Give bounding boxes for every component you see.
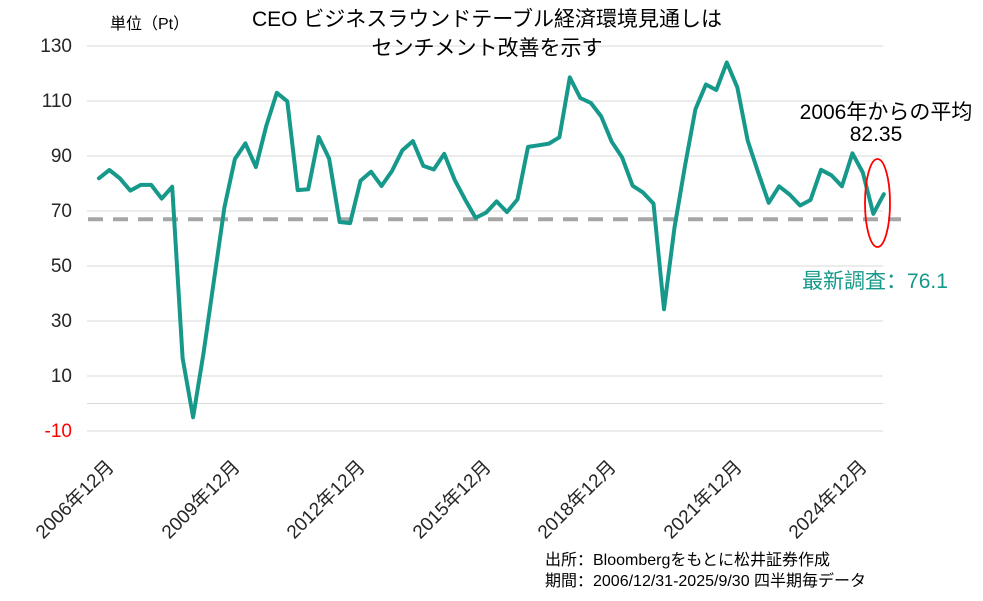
y-axis-tick-label: 30 — [50, 310, 72, 332]
y-axis-tick-label: 70 — [50, 200, 72, 222]
average-annotation-value: 82.35 — [849, 123, 903, 146]
latest-survey-annotation: 最新調査：76.1 — [802, 270, 948, 293]
y-axis-tick-label: 130 — [40, 35, 72, 57]
chart-title-line1: CEO ビジネスラウンドテーブル経済環境見通しは — [251, 8, 723, 31]
source-line1: 出所：Bloombergをもとに松井証券作成 — [545, 552, 831, 569]
y-axis-tick-label: 110 — [41, 90, 72, 112]
y-axis-tick-label: 10 — [50, 365, 72, 387]
y-axis-tick-label: -10 — [44, 420, 72, 442]
latest-highlight-ellipse — [864, 158, 891, 248]
average-annotation-label: 2006年からの平均 — [799, 101, 973, 124]
chart-title-line2: センチメント改善を示す — [371, 37, 603, 60]
outlook-index-line — [96, 60, 886, 420]
chart-title: CEO ビジネスラウンドテーブル経済環境見通しは センチメント改善を示す — [137, 5, 837, 63]
y-axis-tick-label: 50 — [50, 255, 72, 277]
source-line2: 期間：2006/12/31-2025/9/30 四半期毎データ — [545, 573, 867, 590]
y-axis-tick-label: 90 — [50, 145, 72, 167]
unit-label: 単位（Pt） — [110, 16, 190, 33]
source-note: 出所：Bloombergをもとに松井証券作成 期間：2006/12/31-202… — [545, 550, 866, 592]
